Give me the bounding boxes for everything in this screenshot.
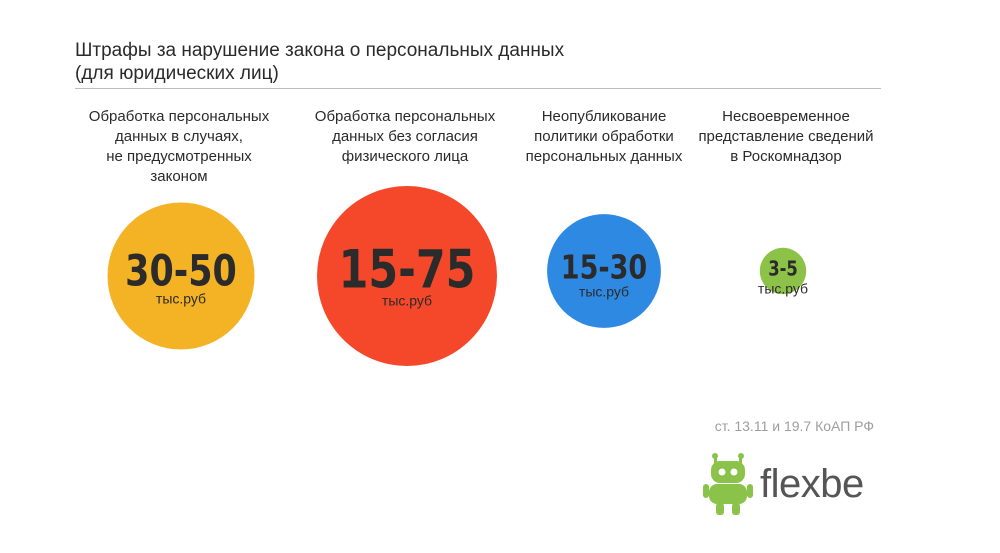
category-label-1-line-1: Обработка персональных: [88, 108, 270, 125]
category-label-2-line-2: данных без согласия: [332, 128, 478, 145]
bubble-1: [107, 202, 255, 350]
category-label-4-line-2: представление сведений: [698, 128, 874, 145]
category-label-4: Несвоевременное представление сведений в…: [686, 107, 886, 167]
bubble-4-value-label: 3-5: [768, 258, 798, 281]
logo-text: flexbe: [760, 462, 864, 506]
chart-title-line-1: Штрафы за нарушение закона о персональны…: [75, 40, 565, 61]
title-divider: [75, 88, 881, 89]
category-label-3-line-3: персональных данных: [525, 148, 683, 165]
category-label-3-line-1: Неопубликование: [541, 108, 667, 125]
category-label-2-line-3: физического лица: [341, 148, 469, 165]
bubble-3-unit-label: тыс.руб: [579, 283, 629, 299]
bubble-1-value-label: 30-50: [125, 247, 237, 296]
source-note: ст. 13.11 и 19.7 КоАП РФ: [714, 418, 874, 434]
category-label-1-line-4: законом: [150, 168, 208, 185]
robot-icon: [703, 453, 753, 515]
category-label-3-line-2: политики обработки: [534, 128, 674, 145]
bubble-2-unit-label: тыс.руб: [382, 293, 432, 309]
bubble-4-unit-label: тыс.руб: [758, 280, 808, 296]
category-label-1-line-2: данных в случаях,: [115, 128, 243, 145]
bubble-2-value-label: 15-75: [339, 240, 476, 300]
brand-logo: flexbe: [703, 450, 883, 520]
bubble-3: [547, 214, 661, 328]
bubble-1-unit-label: тыс.руб: [156, 290, 206, 306]
category-label-4-line-3: в Роскомнадзор: [730, 148, 842, 165]
bubble-2: [317, 186, 497, 366]
chart-title: Штрафы за нарушение закона о персональны…: [75, 39, 775, 85]
category-label-3: Неопубликование политики обработки персо…: [504, 107, 704, 167]
category-label-2: Обработка персональных данных без соглас…: [305, 107, 505, 167]
category-label-1: Обработка персональных данных в случаях,…: [79, 107, 279, 187]
chart-title-line-2: (для юридических лиц): [75, 63, 279, 84]
category-label-1-line-3: не предусмотренных: [106, 148, 252, 165]
category-label-2-line-1: Обработка персональных: [314, 108, 496, 125]
bubble-3-value-label: 15-30: [561, 249, 647, 287]
bubble-4: [759, 247, 807, 295]
category-label-4-line-1: Несвоевременное: [722, 108, 850, 125]
